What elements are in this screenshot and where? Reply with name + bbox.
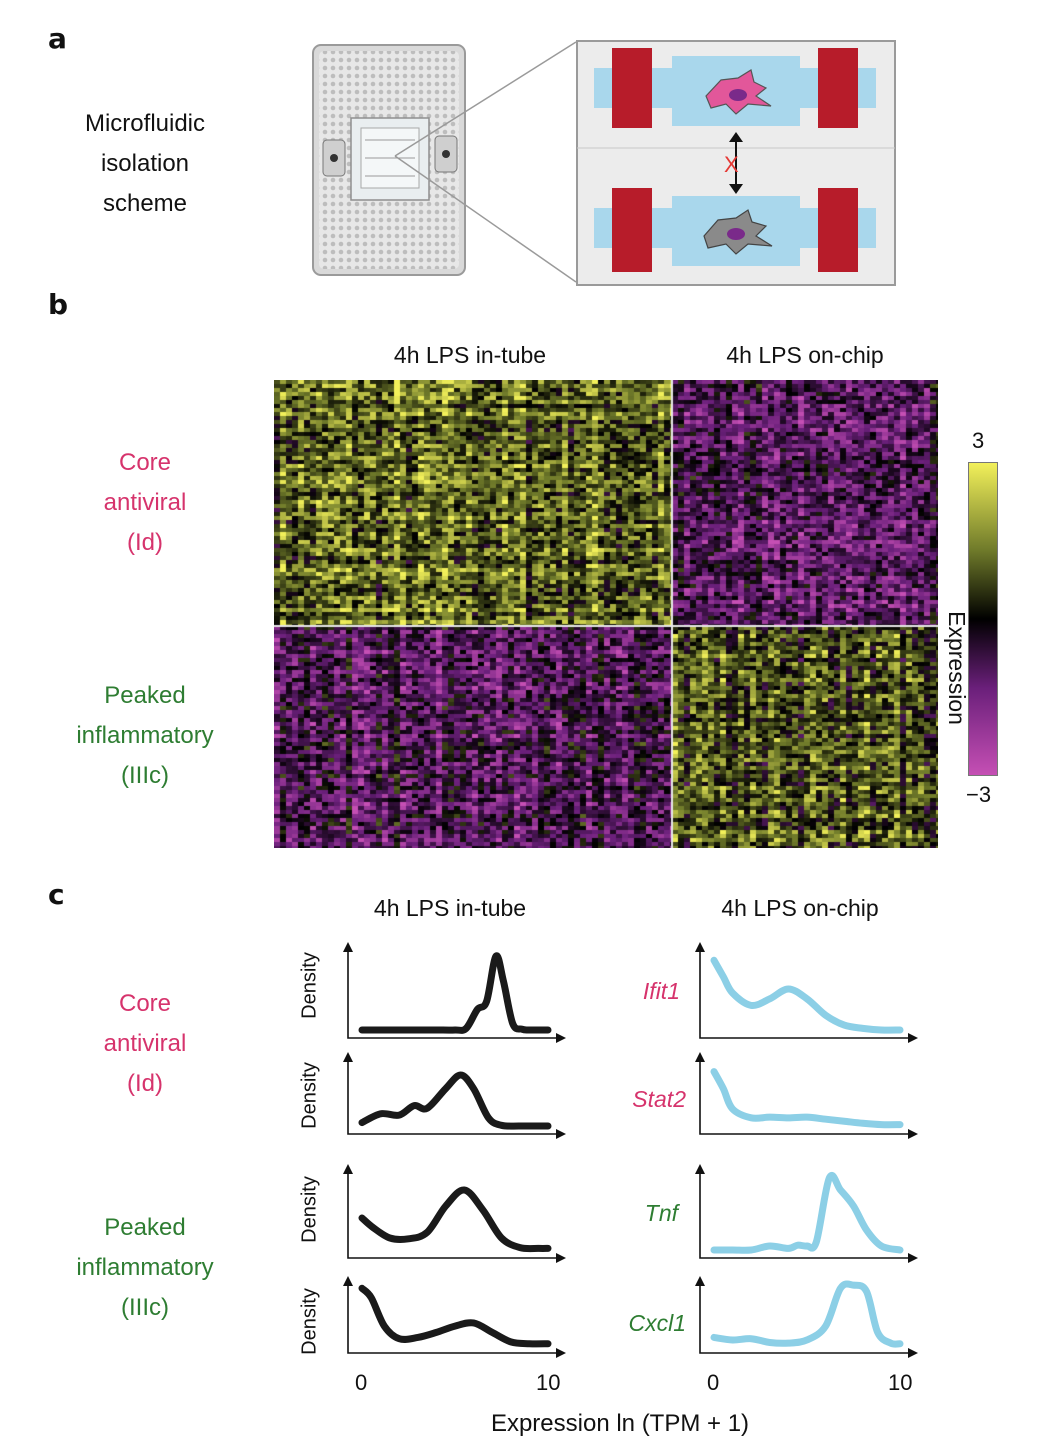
density-row-label-core-antiviral: Core antiviral (Id) <box>40 984 250 1104</box>
density-panel-tnf-in-tube <box>343 1164 566 1263</box>
density-panel-tnf-on-chip <box>695 1164 918 1263</box>
panel-a-letter: a <box>48 22 67 55</box>
density-curve <box>710 1280 904 1348</box>
panel-b-letter: b <box>48 288 69 321</box>
row-label-line: Core <box>118 990 172 1017</box>
x-axis-arrow <box>556 1348 566 1358</box>
scheme-label-line: isolation <box>100 150 190 177</box>
density-axes <box>699 1054 914 1135</box>
scheme-label-line: Microfluidic <box>84 110 206 137</box>
density-axes <box>347 1054 562 1135</box>
density-panel-stat2-on-chip <box>695 1052 918 1139</box>
x-axis-arrow <box>556 1129 566 1139</box>
scheme-label: Microfluidic isolation scheme <box>50 104 240 224</box>
x-tick-in-tube-0: 0 <box>355 1370 368 1395</box>
row-label-line: (Id) <box>127 529 163 556</box>
heatmap-column-title-in-tube: 4h LPS in-tube <box>393 342 547 368</box>
density-axes <box>699 1166 914 1259</box>
density-panel-cxcl1-on-chip <box>695 1276 918 1358</box>
heatmap-row-label-peaked-inflammatory: Peaked inflammatory (IIIc) <box>40 676 250 796</box>
density-panel-cxcl1-in-tube <box>343 1276 566 1358</box>
density-column-title-in-tube: 4h LPS in-tube <box>373 895 527 921</box>
density-curve <box>358 1071 552 1130</box>
x-axis-arrow <box>556 1253 566 1263</box>
microfluidic-chip-photo <box>312 44 466 276</box>
gene-label-tnf: Tnf <box>644 1200 678 1226</box>
density-panel-ifit1-in-tube <box>343 942 566 1043</box>
density-axes <box>347 1278 562 1354</box>
x-axis-arrow <box>908 1348 918 1358</box>
expression-heatmap <box>274 380 938 848</box>
x-axis-arrow <box>556 1033 566 1043</box>
density-x-axis-label: Expression ln (TPM + 1) <box>490 1410 750 1437</box>
colorbar <box>968 462 998 776</box>
y-axis-arrow <box>343 1164 353 1174</box>
row-label-line: Peaked <box>104 682 186 709</box>
colorbar-max-label: 3 <box>972 428 985 453</box>
row-label-line: inflammatory <box>76 722 214 749</box>
colorbar-min-label: −3 <box>966 782 992 807</box>
row-label-line: antiviral <box>103 1030 187 1057</box>
y-axis-arrow <box>695 1276 705 1286</box>
density-curve <box>710 956 904 1034</box>
x-axis-arrow <box>908 1033 918 1043</box>
y-axis-arrow <box>695 942 705 952</box>
row-label-line: (Id) <box>127 1070 163 1097</box>
scheme-label-line: scheme <box>102 190 188 217</box>
gene-label-ifit1: Ifit1 <box>642 978 680 1004</box>
row-label-line: Peaked <box>104 1214 186 1241</box>
density-axes <box>347 944 562 1039</box>
row-label-line: (IIIc) <box>121 1294 169 1321</box>
row-label-line: inflammatory <box>76 1254 214 1281</box>
y-axis-arrow <box>343 942 353 952</box>
x-tick-on-chip-10: 10 <box>888 1370 913 1395</box>
y-axis-arrow <box>695 1164 705 1174</box>
row-label-line: antiviral <box>103 489 187 516</box>
density-curve <box>358 1284 552 1348</box>
density-axes <box>347 1166 562 1259</box>
density-curve <box>358 1186 552 1253</box>
gene-label-cxcl1: Cxcl1 <box>628 1310 686 1336</box>
density-axes <box>699 944 914 1039</box>
x-axis-arrow <box>908 1129 918 1139</box>
density-panel-ifit1-on-chip <box>695 942 918 1043</box>
y-axis-arrow <box>695 1052 705 1062</box>
y-axis-arrow <box>343 1052 353 1062</box>
row-label-line: Core <box>118 449 172 476</box>
heatmap-column-title-on-chip: 4h LPS on-chip <box>726 342 884 368</box>
x-tick-in-tube-10: 10 <box>536 1370 561 1395</box>
blocked-x-mark: X <box>724 152 739 177</box>
row-label-line: (IIIc) <box>121 762 169 789</box>
x-tick-on-chip-0: 0 <box>707 1370 720 1395</box>
x-axis-arrow <box>908 1253 918 1263</box>
isolation-schematic: X <box>576 40 896 286</box>
density-curve <box>710 1172 904 1254</box>
density-row-label-peaked-inflammatory: Peaked inflammatory (IIIc) <box>40 1208 250 1328</box>
density-axes <box>699 1278 914 1354</box>
density-column-title-on-chip: 4h LPS on-chip <box>721 895 879 921</box>
y-axis-arrow <box>343 1276 353 1286</box>
panel-c-letter: c <box>48 878 65 911</box>
density-panel-stat2-in-tube <box>343 1052 566 1139</box>
density-curve <box>710 1068 904 1129</box>
density-curve <box>358 952 552 1034</box>
zoom-lines <box>394 41 577 283</box>
gene-label-stat2: Stat2 <box>632 1086 686 1112</box>
heatmap-row-label-core-antiviral: Core antiviral (Id) <box>40 443 250 563</box>
